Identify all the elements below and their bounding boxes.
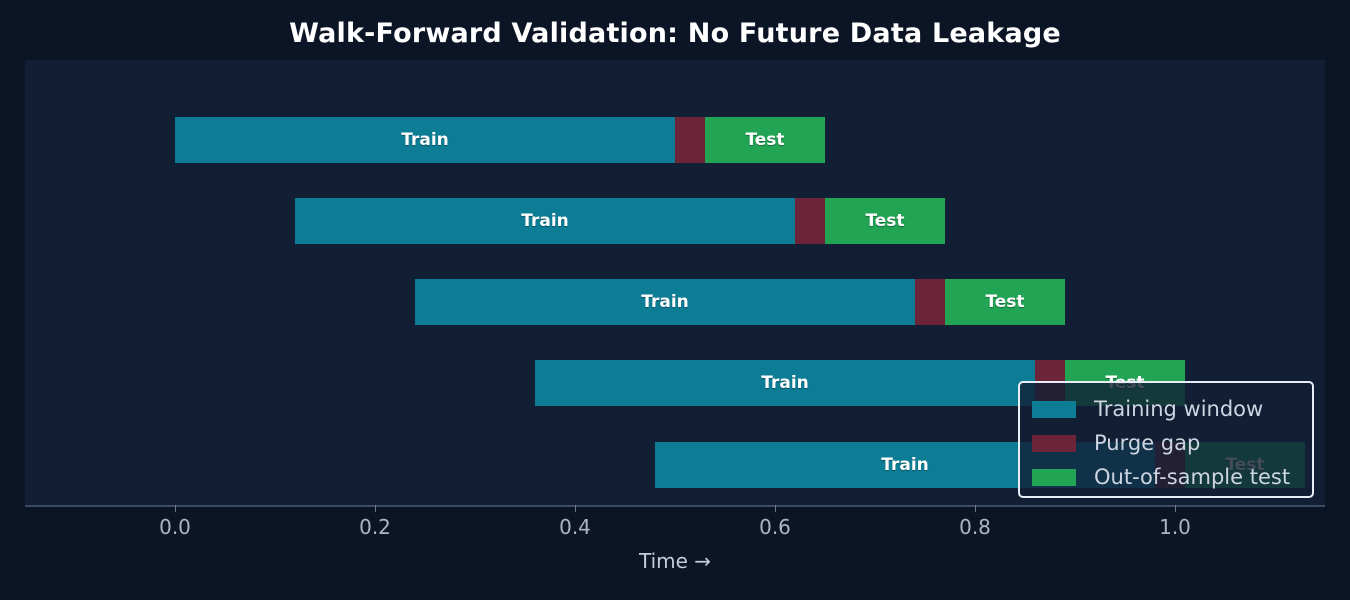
page-title: Walk-Forward Validation: No Future Data … (289, 18, 1061, 49)
legend-item[interactable]: Training window (1020, 392, 1312, 426)
bar-segment: Test (945, 279, 1065, 325)
bar-segment: Train (415, 279, 915, 325)
legend-item[interactable]: Purge gap (1020, 426, 1312, 460)
legend-label: Training window (1094, 397, 1264, 421)
bar-segment (915, 279, 945, 325)
x-axis-tick-label: 0.2 (359, 515, 391, 539)
x-axis-line (25, 505, 1325, 507)
x-axis-tick (975, 505, 976, 512)
legend-color-swatch (1032, 468, 1076, 486)
bar-segment: Test (705, 117, 825, 163)
legend: Training window Purge gap Out-of-sample te… (1018, 381, 1314, 498)
x-axis-tick (575, 505, 576, 512)
bar-segment: Train (295, 198, 795, 244)
bar-segment-label: Test (745, 130, 785, 150)
legend-label: Out-of-sample test (1094, 465, 1291, 489)
x-axis-tick (775, 505, 776, 512)
bar-segment-label: Train (881, 455, 929, 475)
bar-segment: Test (825, 198, 945, 244)
x-axis-tick-label: 1.0 (1159, 515, 1191, 539)
legend-label: Purge gap (1094, 431, 1201, 455)
bar-segment (795, 198, 825, 244)
bar-segment-label: Train (401, 130, 449, 150)
bar-segment-label: Test (865, 211, 905, 231)
legend-item[interactable]: Out-of-sample test (1020, 460, 1312, 494)
x-axis-tick (175, 505, 176, 512)
legend-color-swatch (1032, 400, 1076, 418)
fold-bar-row: Train Test (25, 198, 1325, 244)
x-axis-tick-label: 0.6 (759, 515, 791, 539)
x-axis-tick-label: 0.0 (159, 515, 191, 539)
bar-segment-label: Test (985, 292, 1025, 312)
x-axis-label: Time → (638, 549, 712, 573)
legend-color-swatch (1032, 434, 1076, 452)
bar-segment-label: Train (521, 211, 569, 231)
fold-bar-row: Train Test (25, 117, 1325, 163)
bar-segment: Train (175, 117, 675, 163)
x-axis-tick (1175, 505, 1176, 512)
bar-segment: Train (535, 360, 1035, 406)
x-axis-tick-label: 0.4 (559, 515, 591, 539)
x-axis-tick (375, 505, 376, 512)
bar-segment-label: Train (641, 292, 689, 312)
bar-segment (675, 117, 705, 163)
fold-bar-row: Train Test (25, 279, 1325, 325)
x-axis-tick-label: 0.8 (959, 515, 991, 539)
bar-segment-label: Train (761, 373, 809, 393)
